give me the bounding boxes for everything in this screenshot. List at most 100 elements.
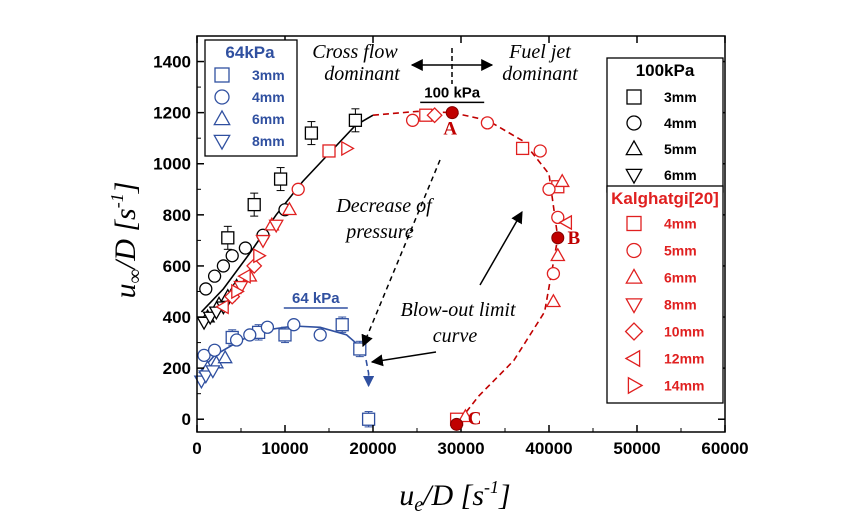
point-kalghatgi-12mm bbox=[237, 268, 251, 284]
y-tick-label: 400 bbox=[163, 308, 191, 327]
x-tick-label: 0 bbox=[192, 439, 201, 458]
blowout-arrow-left bbox=[370, 351, 437, 367]
point-100kpa-4mm bbox=[207, 269, 222, 283]
legend-marker-100kpa bbox=[625, 139, 643, 156]
legend-label-kalghatgi-20-: 10mm bbox=[664, 324, 704, 340]
blowout-arrow-up bbox=[479, 210, 523, 286]
point-kalghatgi-8mm bbox=[268, 219, 284, 234]
decrease-label-line2: pressure bbox=[344, 221, 414, 243]
legend-label-64kpa: 4mm bbox=[252, 89, 285, 105]
legend-label-kalghatgi-20-: 14mm bbox=[664, 378, 704, 394]
point-kalghatgi-12mm bbox=[215, 299, 229, 315]
x-tick-label: 10000 bbox=[261, 439, 308, 458]
point-64kpa-4mm bbox=[260, 320, 275, 334]
point-100kpa-3mm bbox=[348, 113, 363, 127]
point-100kpa-3mm bbox=[221, 231, 235, 245]
point-64kpa-3mm bbox=[361, 412, 376, 426]
legend-marker-kalghatgi-20- bbox=[626, 242, 642, 259]
x-tick-label: 60000 bbox=[701, 439, 748, 458]
legend-marker-kalghatgi-20- bbox=[624, 349, 641, 368]
y-tick-label: 1000 bbox=[153, 155, 191, 174]
legend-marker-64kpa bbox=[214, 89, 230, 105]
y-tick-label: 1200 bbox=[153, 104, 191, 123]
curve-100kpa-fit bbox=[200, 114, 374, 313]
point-kalghatgi-8mm bbox=[255, 234, 271, 249]
legend-marker-kalghatgi-20- bbox=[626, 215, 642, 232]
legend-marker-64kpa bbox=[214, 67, 230, 83]
cross-flow-label-line1: Cross flow bbox=[312, 41, 398, 63]
y-tick-label: 200 bbox=[163, 359, 191, 378]
legend-label-kalghatgi-20-: 5mm bbox=[664, 243, 697, 259]
x-axis-label: ue/D [s-1] bbox=[399, 477, 510, 516]
point-64kpa-8mm bbox=[198, 370, 214, 385]
decrease-arrow bbox=[361, 159, 441, 348]
point-kalghatgi-6mm bbox=[554, 173, 570, 188]
point-kalghatgi-5mm bbox=[546, 266, 561, 281]
point-100kpa-3mm bbox=[247, 197, 261, 212]
fuel-jet-label-line2: dominant bbox=[502, 63, 578, 85]
point-64kpa-4mm bbox=[207, 343, 222, 357]
legend-label-kalghatgi-20-: 6mm bbox=[664, 270, 697, 286]
legend-label-100kpa: 6mm bbox=[664, 167, 697, 183]
point-100kpa-4mm bbox=[216, 259, 231, 273]
highlight-points: A B C bbox=[443, 106, 580, 431]
legend-marker-kalghatgi-20- bbox=[625, 298, 643, 314]
legend-label-100kpa: 5mm bbox=[664, 141, 697, 157]
highlight-point-a bbox=[445, 106, 459, 120]
highlight-label-c: C bbox=[468, 408, 482, 429]
point-kalghatgi-6mm bbox=[545, 293, 562, 308]
point-kalghatgi-6mm bbox=[281, 201, 298, 216]
y-tick-label: 0 bbox=[182, 410, 191, 429]
annotations: Cross flow dominant Fuel jet dominant De… bbox=[312, 41, 578, 367]
point-kalghatgi-12mm bbox=[558, 214, 573, 231]
legend-box-kalghatgi-20- bbox=[606, 185, 724, 404]
point-64kpa-4mm bbox=[287, 318, 301, 332]
point-100kpa-4mm bbox=[238, 241, 253, 255]
blowout-label-line2: curve bbox=[433, 325, 478, 347]
point-kalghatgi-14mm bbox=[231, 283, 245, 300]
point-kalghatgi-5mm bbox=[480, 116, 495, 130]
point-kalghatgi-4mm bbox=[515, 141, 530, 156]
legend-marker-kalghatgi-20- bbox=[627, 376, 644, 395]
legend-label-64kpa: 8mm bbox=[252, 133, 285, 149]
point-kalghatgi-10mm bbox=[426, 107, 443, 124]
point-64kpa-3mm bbox=[278, 328, 292, 342]
point-kalghatgi-8mm bbox=[233, 280, 249, 295]
point-100kpa-4mm bbox=[225, 249, 239, 263]
legend-title-64kpa: 64kPa bbox=[225, 43, 275, 62]
highlight-label-a: A bbox=[443, 119, 457, 140]
legend-label-kalghatgi-20-: 8mm bbox=[664, 297, 697, 313]
legend-marker-64kpa bbox=[213, 109, 231, 126]
highlight-point-c bbox=[450, 417, 464, 431]
legend-label-64kpa: 3mm bbox=[252, 67, 285, 83]
point-kalghatgi-5mm bbox=[291, 182, 305, 196]
point-kalghatgi-5mm bbox=[542, 182, 556, 196]
legend-marker-100kpa bbox=[626, 89, 642, 105]
point-64kpa-4mm bbox=[229, 333, 244, 347]
data-points-layer bbox=[193, 107, 573, 428]
axis-ticks: 0 10000 20000 30000 40000 50000 60000 0 200 400 60… bbox=[153, 36, 749, 458]
point-64kpa-6mm bbox=[217, 349, 233, 364]
cross-flow-label-line2: dominant bbox=[324, 63, 400, 85]
point-kalghatgi-4mm bbox=[322, 144, 336, 158]
blowout-label-line1: Blow-out limit bbox=[401, 299, 516, 321]
y-tick-label: 600 bbox=[163, 257, 191, 276]
point-100kpa-3mm bbox=[304, 126, 319, 140]
fuel-jet-label-line1: Fuel jet bbox=[508, 41, 571, 63]
point-kalghatgi-5mm bbox=[533, 144, 547, 158]
highlight-label-b: B bbox=[567, 228, 580, 249]
group-labels: 100 kPa 64 kPa bbox=[283, 84, 485, 309]
legend-marker-100kpa bbox=[625, 168, 643, 185]
point-64kpa-4mm bbox=[197, 348, 211, 363]
point-kalghatgi-5mm bbox=[551, 210, 565, 225]
point-64kpa-3mm bbox=[335, 318, 349, 332]
legend-marker-kalghatgi-20- bbox=[625, 268, 643, 284]
legend-marker-100kpa bbox=[626, 115, 642, 131]
y-axis-label: u∞/D [s-1] bbox=[107, 182, 146, 299]
group-label: 64 kPa bbox=[292, 290, 340, 307]
point-kalghatgi-6mm bbox=[550, 247, 566, 262]
y-tick-label: 1400 bbox=[153, 53, 191, 72]
legend-label-kalghatgi-20-: 12mm bbox=[664, 351, 704, 367]
legend-title-kalghatgi-20-: Kalghatgi[20] bbox=[611, 189, 719, 208]
curve-100kpa-blow-out-limit bbox=[372, 110, 559, 426]
